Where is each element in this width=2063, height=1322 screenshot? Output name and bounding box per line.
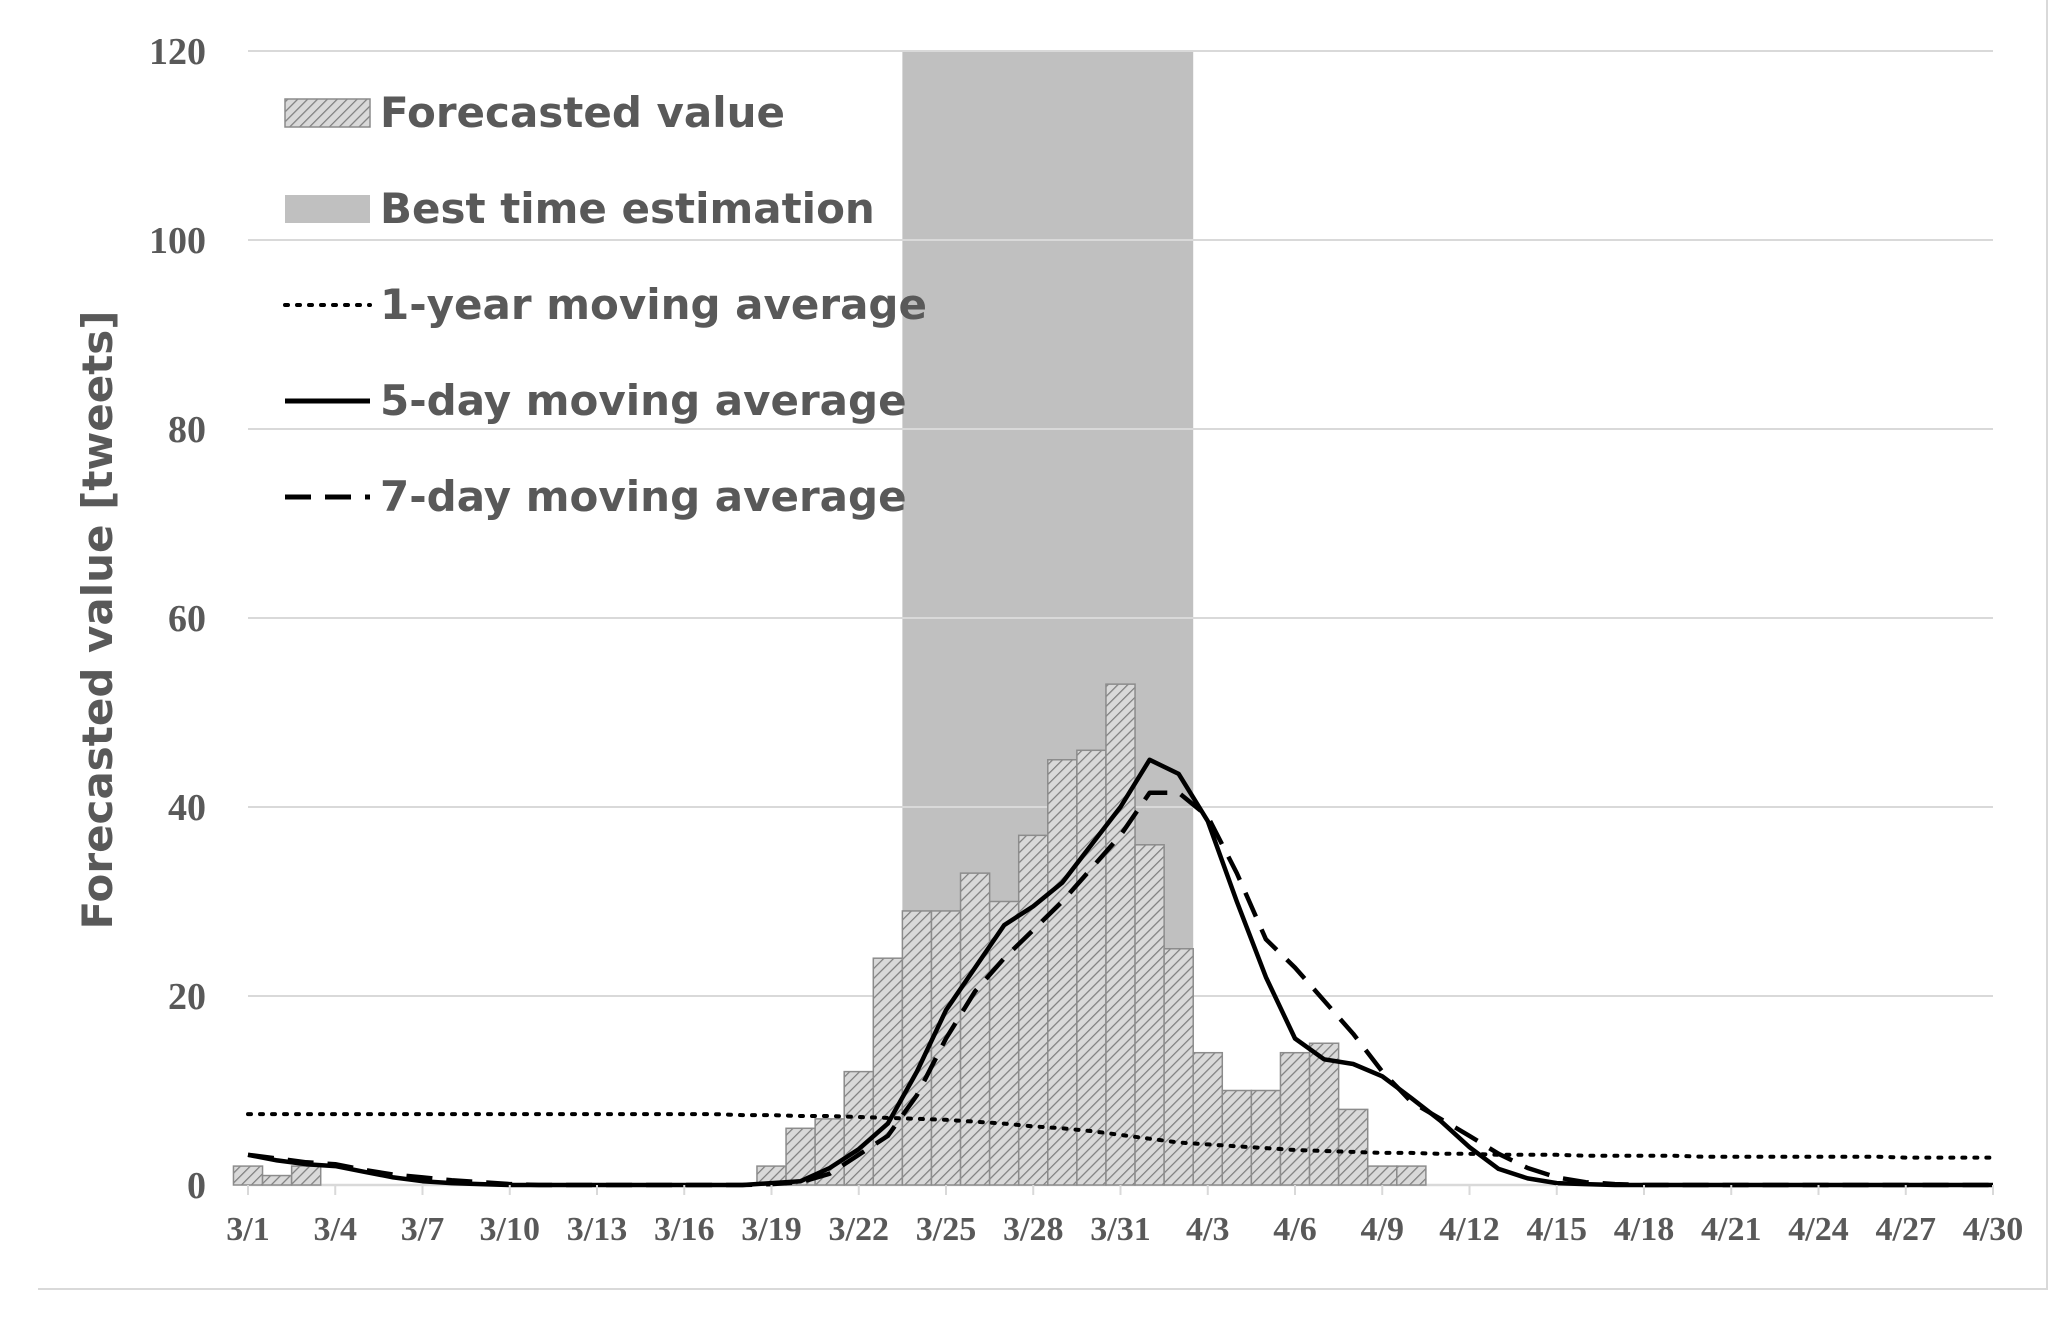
- x-tick-label: 3/1: [226, 1211, 269, 1248]
- x-tick-label: 4/12: [1439, 1211, 1499, 1248]
- legend-label: Best time estimation: [380, 184, 875, 233]
- legend-label: 7-day moving average: [380, 472, 907, 521]
- legend-label: 1-year moving average: [380, 280, 927, 329]
- bar: [1279, 1051, 1311, 1186]
- y-tick-label: 20: [168, 976, 206, 1018]
- y-tick-label: 120: [149, 31, 206, 73]
- bar: [1221, 1089, 1253, 1186]
- x-tick-label: 4/27: [1876, 1211, 1936, 1248]
- x-tick-label: 4/3: [1186, 1211, 1229, 1248]
- bar: [1163, 948, 1194, 1186]
- bar: [1308, 1042, 1340, 1186]
- bar: [1366, 1165, 1398, 1186]
- x-tick-label: 4/24: [1788, 1211, 1848, 1248]
- x-tick-label: 4/21: [1701, 1211, 1761, 1248]
- bar: [872, 957, 904, 1186]
- x-tick-label: 4/6: [1273, 1211, 1316, 1248]
- y-tick-labels: 0 20 40 60 80 100 120: [149, 31, 206, 1207]
- line-series: [246, 757, 1995, 1188]
- chart-frame: [38, 0, 2048, 1290]
- bar: [1047, 759, 1078, 1186]
- bar: [988, 900, 1020, 1186]
- bar: [1134, 844, 1165, 1186]
- x-tick-label: 3/19: [741, 1211, 801, 1248]
- x-tick-label: 3/28: [1003, 1211, 1063, 1248]
- x-tick-label: 3/10: [480, 1211, 540, 1248]
- bar: [290, 1165, 322, 1186]
- legend-label: Forecasted value: [380, 88, 785, 137]
- x-tick-label: 3/25: [916, 1211, 976, 1248]
- x-tick-label: 4/30: [1963, 1211, 2023, 1248]
- legend-label: 5-day moving average: [380, 376, 907, 425]
- y-tick-label: 60: [168, 598, 206, 640]
- y-tick-label: 0: [187, 1165, 206, 1207]
- y-axis-title: Forecasted value [tweets]: [73, 311, 122, 930]
- x-tick-label: 3/7: [401, 1211, 444, 1248]
- bar: [843, 1070, 875, 1186]
- legend-swatch-bar: [284, 98, 371, 128]
- legend: Forecasted value Best time estimation 1-ye…: [283, 88, 927, 521]
- x-tick-label: 4/15: [1527, 1211, 1587, 1248]
- series-line-dotted: [246, 1112, 1995, 1160]
- legend-swatch-span: [285, 195, 370, 223]
- bar: [930, 910, 962, 1186]
- series-line-dashed: [247, 790, 1993, 1188]
- x-tick-labels: 3/1 3/4 3/7 3/10 3/13 3/16 3/19 3/22 3/25 3/28 3/3…: [226, 1185, 2023, 1248]
- bar: [959, 872, 991, 1186]
- bar: [1192, 1051, 1224, 1186]
- x-tick-label: 3/16: [654, 1211, 714, 1248]
- x-tick-label: 3/31: [1090, 1211, 1150, 1248]
- y-tick-label: 100: [149, 220, 206, 262]
- x-tick-label: 3/22: [829, 1211, 889, 1248]
- bar: [1105, 683, 1136, 1186]
- x-tick-label: 4/9: [1361, 1211, 1404, 1248]
- x-tick-label: 4/18: [1614, 1211, 1674, 1248]
- bar: [1396, 1165, 1427, 1186]
- bar: [1017, 834, 1049, 1186]
- y-tick-label: 40: [168, 787, 206, 829]
- bar: [1076, 749, 1107, 1186]
- x-tick-label: 3/4: [314, 1211, 357, 1248]
- bar-series: [232, 683, 1427, 1186]
- x-tick-label: 3/13: [567, 1211, 627, 1248]
- y-tick-label: 80: [168, 409, 206, 451]
- bar: [1337, 1108, 1369, 1186]
- bar: [232, 1165, 264, 1186]
- bar: [1250, 1089, 1282, 1186]
- bar: [261, 1174, 293, 1186]
